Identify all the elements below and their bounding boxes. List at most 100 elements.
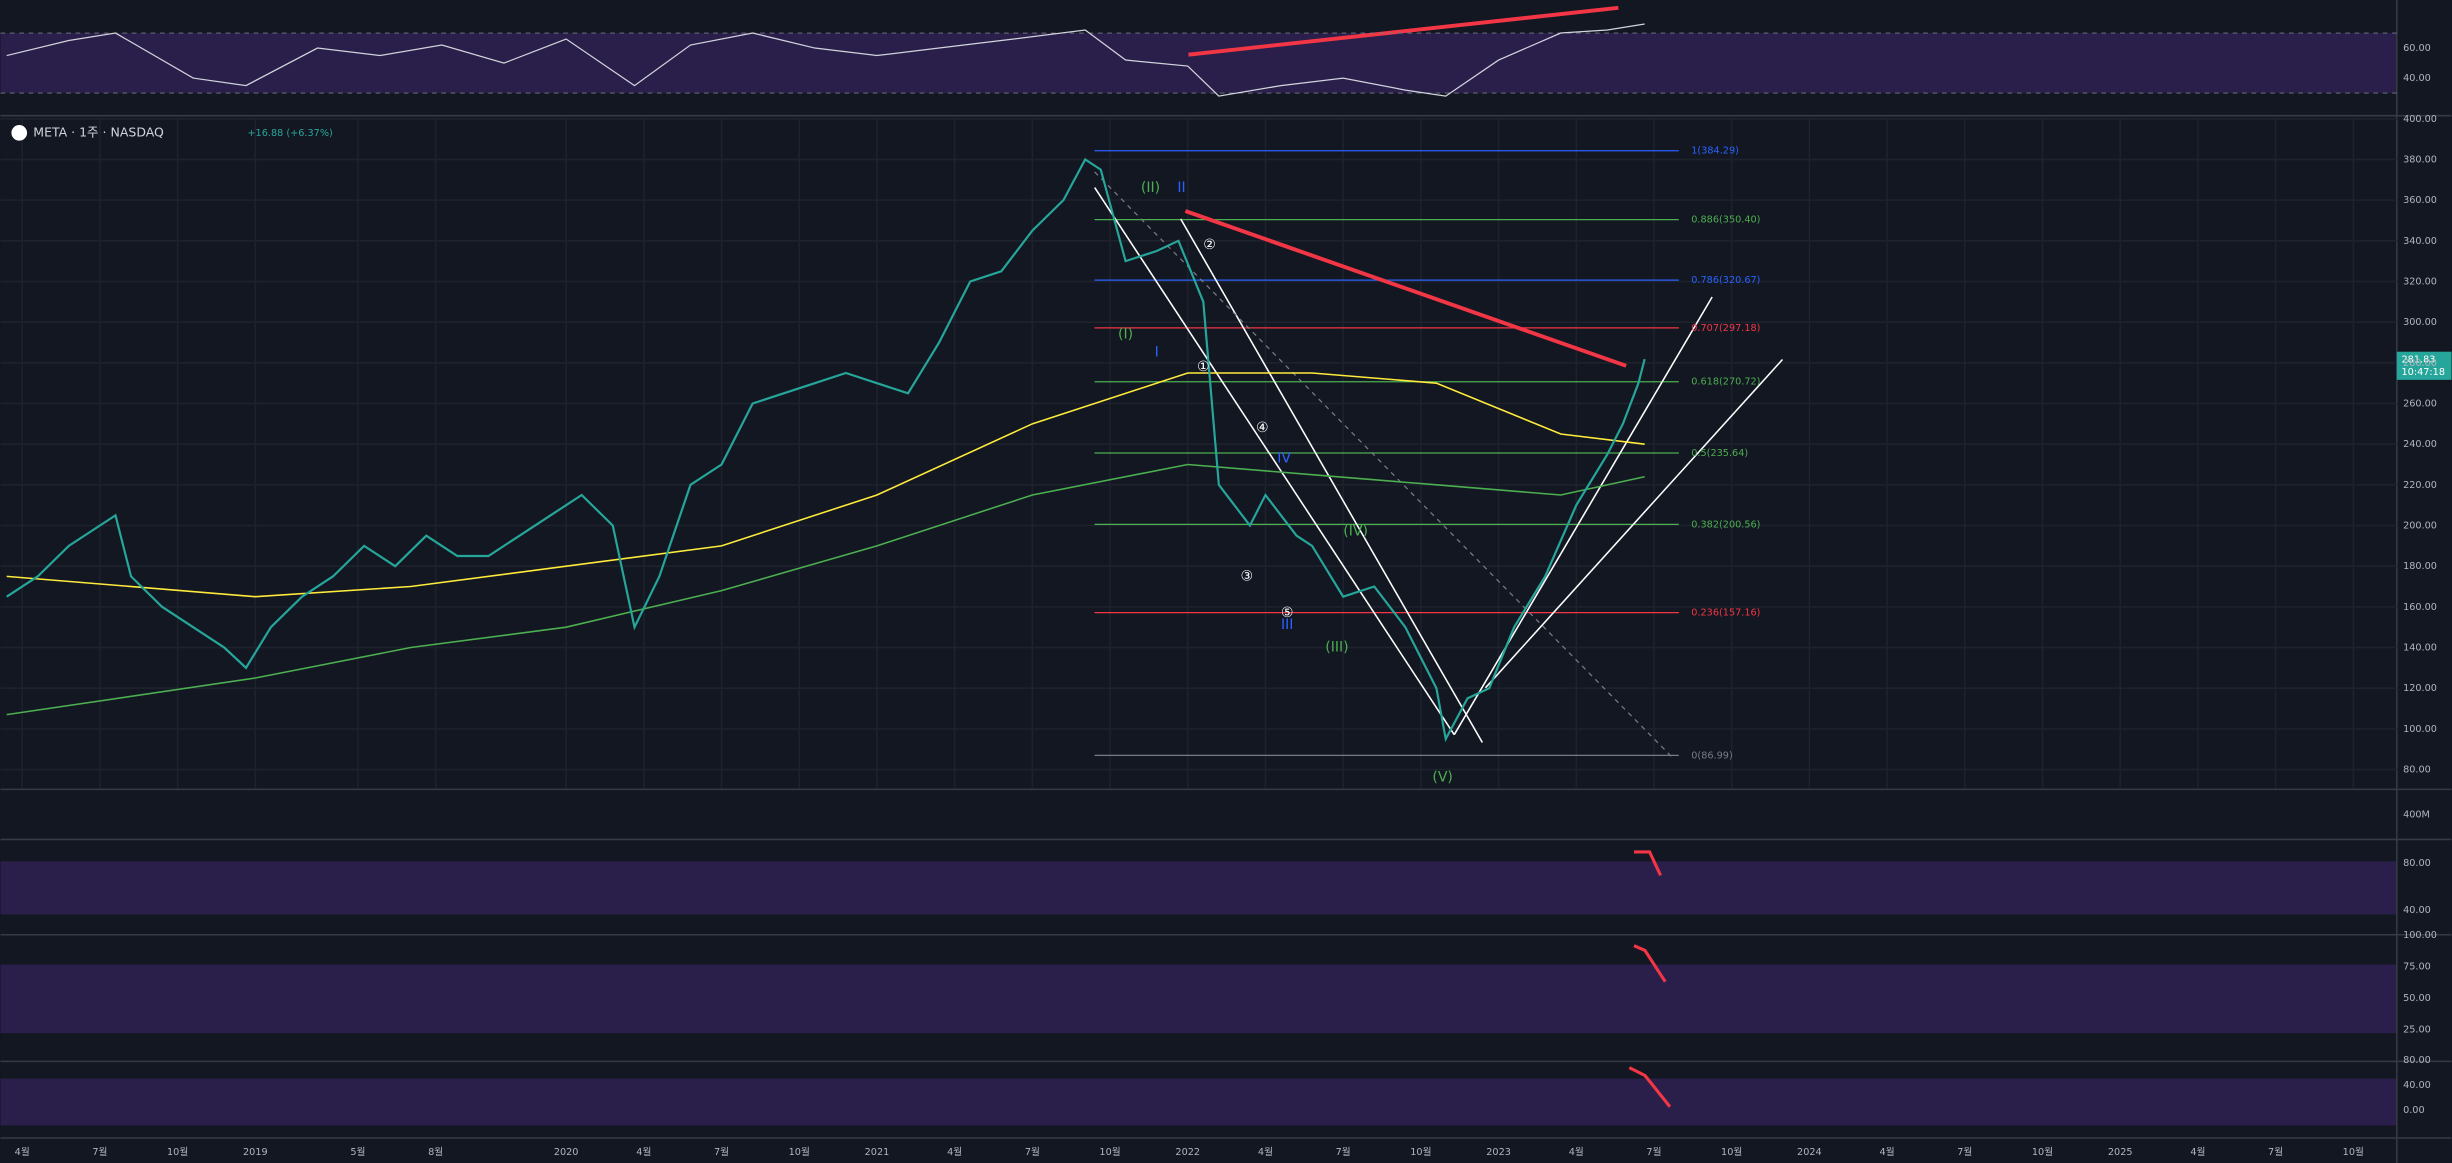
y-tick-label: 220.00 xyxy=(2403,480,2437,491)
y-tick-label: 400.00 xyxy=(2403,114,2437,125)
wave-label: ④ xyxy=(1256,420,1269,436)
x-tick-label: 7월 xyxy=(714,1146,729,1158)
x-tick-label: 7월 xyxy=(2268,1146,2283,1158)
fib-label: 0(86.99) xyxy=(1691,750,1732,761)
x-tick-label: 2019 xyxy=(243,1147,268,1158)
x-tick-label: 4월 xyxy=(1569,1146,1584,1158)
y-tick-label: 340.00 xyxy=(2403,236,2437,247)
wave-label: ② xyxy=(1203,237,1216,253)
price-tag xyxy=(2396,351,2452,380)
panel-5-band xyxy=(0,1078,2397,1126)
symbol-logo xyxy=(11,125,28,141)
x-tick-label: 2024 xyxy=(1797,1147,1822,1158)
panel-3-band xyxy=(0,861,2397,915)
x-tick-label: 7월 xyxy=(1336,1146,1351,1158)
panel-tick-label: 50.00 xyxy=(2403,993,2431,1004)
panel-tick-label: 100.00 xyxy=(2403,930,2437,941)
change: +16.88 (+6.37%) xyxy=(247,128,332,139)
x-tick-label: 8월 xyxy=(428,1146,443,1158)
x-tick-label: 4월 xyxy=(2190,1146,2205,1158)
x-tick-label: 2022 xyxy=(1175,1147,1200,1158)
moving-average xyxy=(6,372,1645,598)
y-tick-label: 100.00 xyxy=(2403,724,2437,735)
x-tick-label: 2021 xyxy=(865,1147,890,1158)
y-tick-label: 240.00 xyxy=(2403,439,2437,450)
volume-label: 400M xyxy=(2403,809,2430,820)
x-tick-label: 7월 xyxy=(1957,1146,1972,1158)
y-tick-label: 360.00 xyxy=(2403,195,2437,206)
wave-label: II xyxy=(1177,180,1185,196)
x-tick-label: 10월 xyxy=(789,1146,810,1158)
price-line xyxy=(6,157,1646,743)
symbol[interactable]: META · 1주 · NASDAQ xyxy=(33,124,164,139)
wave-label: ① xyxy=(1197,359,1210,375)
panel-4-band xyxy=(0,964,2397,1034)
x-tick-label: 5월 xyxy=(350,1146,365,1158)
y-tick-label: 320.00 xyxy=(2403,276,2437,287)
fib-label: 0.786(320.67) xyxy=(1691,275,1760,286)
y-tick-label: 120.00 xyxy=(2403,683,2437,694)
rsi-line xyxy=(6,23,1645,97)
x-tick-label: 2023 xyxy=(1486,1147,1511,1158)
wave-label: (I) xyxy=(1118,326,1133,342)
wave-label: (IV) xyxy=(1343,524,1368,540)
last-time: 10:47:18 xyxy=(2402,367,2446,378)
wave-label: I xyxy=(1155,345,1159,361)
panel-tick-label: 80.00 xyxy=(2403,858,2431,869)
x-tick-label: 2025 xyxy=(2108,1147,2133,1158)
y-tick-label: 180.00 xyxy=(2403,561,2437,572)
x-tick-label: 7월 xyxy=(92,1146,107,1158)
y-tick-label: 140.00 xyxy=(2403,643,2437,654)
x-tick-label: 4월 xyxy=(1258,1146,1273,1158)
fib-label: 1(384.29) xyxy=(1691,146,1739,157)
panel-tick-label: 40.00 xyxy=(2403,905,2431,916)
y-tick-label: 200.00 xyxy=(2403,521,2437,532)
x-tick-label: 2020 xyxy=(554,1147,579,1158)
x-tick-label: 10월 xyxy=(1721,1146,1742,1158)
fib-label: 0.5(235.64) xyxy=(1691,448,1748,459)
x-tick-label: 4월 xyxy=(636,1146,651,1158)
y-tick-label: 280.00 xyxy=(2403,358,2437,369)
panel-tick-label: 25.00 xyxy=(2403,1025,2431,1036)
y-tick-label: 380.00 xyxy=(2403,154,2437,165)
panel-tick-label: 80.00 xyxy=(2403,1055,2431,1066)
wave-label: ⑤ xyxy=(1281,605,1294,621)
last-price: 281.83 xyxy=(2402,355,2436,366)
y-tick-label: 300.00 xyxy=(2403,317,2437,328)
panel-tick-label: 75.00 xyxy=(2403,961,2431,972)
fib-label: 0.707(297.18) xyxy=(1691,323,1760,334)
wave-label: (III) xyxy=(1325,640,1348,656)
x-tick-label: 7월 xyxy=(1025,1146,1040,1158)
moving-average xyxy=(6,463,1645,716)
wave-label: (V) xyxy=(1432,770,1453,786)
fib-label: 0.618(270.72) xyxy=(1691,377,1760,388)
x-tick-label: 4월 xyxy=(15,1146,30,1158)
drawings xyxy=(1094,5,1784,1108)
wave-label: IV xyxy=(1277,450,1291,466)
x-tick-label: 10월 xyxy=(2032,1146,2053,1158)
wave-label: (II) xyxy=(1141,180,1160,196)
rsi-tick-label: 60.00 xyxy=(2403,43,2431,54)
y-tick-label: 80.00 xyxy=(2403,765,2431,776)
x-tick-label: 4월 xyxy=(1880,1146,1895,1158)
wave-label: III xyxy=(1281,617,1293,633)
y-tick-label: 160.00 xyxy=(2403,602,2437,613)
panel-tick-label: 40.00 xyxy=(2403,1080,2431,1091)
rsi-tick-label: 40.00 xyxy=(2403,73,2431,84)
x-tick-label: 4월 xyxy=(947,1146,962,1158)
y-tick-label: 260.00 xyxy=(2403,398,2437,409)
fib-label: 0.382(200.56) xyxy=(1691,519,1760,530)
panel-tick-label: 0.00 xyxy=(2403,1105,2425,1116)
fib-label: 0.886(350.40) xyxy=(1691,215,1760,226)
fib-label: 0.236(157.16) xyxy=(1691,608,1760,619)
x-tick-label: 10월 xyxy=(1099,1146,1120,1158)
x-tick-label: 10월 xyxy=(2343,1146,2364,1158)
x-tick-label: 10월 xyxy=(1410,1146,1431,1158)
x-tick-label: 10월 xyxy=(167,1146,188,1158)
x-tick-label: 7월 xyxy=(1646,1146,1661,1158)
wave-label: ③ xyxy=(1241,568,1254,584)
rsi-band xyxy=(0,33,2397,94)
